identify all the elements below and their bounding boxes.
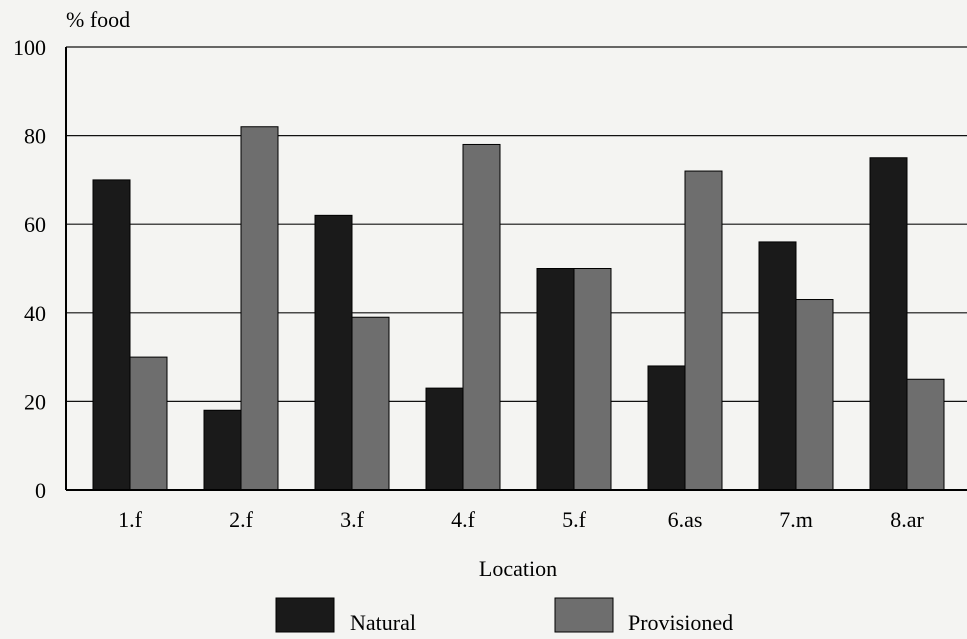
bar-provisioned-6.as <box>684 170 723 491</box>
x-tick-label: 8.ar <box>890 507 924 532</box>
y-tick-label: 40 <box>24 301 46 326</box>
legend-label-provisioned: Provisioned <box>628 610 733 635</box>
y-tick-label: 0 <box>35 478 46 503</box>
bars <box>92 126 945 491</box>
bar-natural-1.f <box>92 179 131 491</box>
y-tick-labels: 0 20 40 60 80 100 <box>13 35 46 503</box>
bar-provisioned-8.ar <box>906 378 945 491</box>
bar-natural-4.f <box>425 387 464 491</box>
x-tick-label: 2.f <box>229 507 254 532</box>
bar-provisioned-5.f <box>573 268 612 491</box>
bar-natural-6.as <box>647 365 686 491</box>
x-tick-label: 5.f <box>562 507 587 532</box>
x-tick-label: 3.f <box>340 507 365 532</box>
bar-natural-7.m <box>758 241 797 491</box>
y-tick-label: 20 <box>24 389 46 414</box>
bar-natural-3.f <box>314 214 353 491</box>
y-tick-label: 80 <box>24 124 46 149</box>
y-axis-title: % food <box>66 7 130 32</box>
bar-natural-2.f <box>203 409 242 491</box>
x-tick-label: 7.m <box>779 507 813 532</box>
bar-provisioned-1.f <box>129 356 168 491</box>
legend-label-natural: Natural <box>350 610 416 635</box>
bar-provisioned-3.f <box>351 316 390 491</box>
bar-provisioned-7.m <box>795 299 834 491</box>
y-tick-label: 100 <box>13 35 46 60</box>
x-tick-label: 1.f <box>118 507 143 532</box>
x-tick-labels: 1.f 2.f 3.f 4.f 5.f 6.as 7.m 8.ar <box>118 507 924 532</box>
legend: Natural Provisioned <box>275 597 733 635</box>
bar-provisioned-4.f <box>462 143 501 491</box>
bar-natural-5.f <box>536 268 575 491</box>
x-tick-label: 6.as <box>668 507 703 532</box>
y-tick-label: 60 <box>24 212 46 237</box>
x-axis-title: Location <box>479 556 557 581</box>
legend-swatch-natural <box>275 597 335 633</box>
legend-swatch-provisioned <box>554 597 614 633</box>
x-tick-label: 4.f <box>451 507 476 532</box>
bar-provisioned-2.f <box>240 126 279 491</box>
bar-natural-8.ar <box>869 157 908 491</box>
axes <box>65 47 967 491</box>
